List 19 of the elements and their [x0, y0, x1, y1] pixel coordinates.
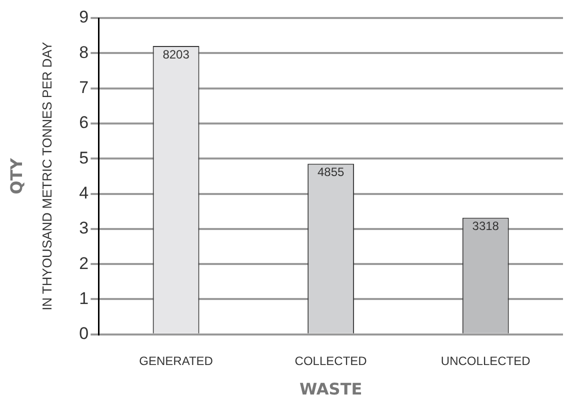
y-tick-label: 1	[79, 288, 89, 308]
annotation: 8203	[162, 47, 190, 62]
y-tick-label: 0	[79, 324, 89, 344]
annotation: 4855	[317, 165, 344, 180]
y-tick-label: 2	[79, 254, 89, 273]
x-tick-label: UNCOLLECTED	[440, 354, 531, 368]
y-tick-label: 8	[79, 42, 89, 62]
y-tick-label: 6	[79, 113, 89, 132]
y-tick-label: 7	[79, 78, 89, 97]
y-tick-label: 9	[79, 8, 89, 27]
y-tick-label: 4	[79, 183, 89, 202]
y-tick-label: 5	[79, 148, 89, 168]
y-axis-title: QTY	[6, 158, 26, 194]
text: IN THYOUSAND METRIC TONNES PER DAY	[40, 42, 55, 310]
y-tick-label: 3	[79, 218, 89, 238]
x-tick-label: GENERATED	[139, 354, 214, 368]
annotation: 3318	[472, 219, 500, 234]
x-tick-label: COLLECTED	[294, 354, 368, 368]
x-axis-title: WASTE	[299, 380, 362, 399]
